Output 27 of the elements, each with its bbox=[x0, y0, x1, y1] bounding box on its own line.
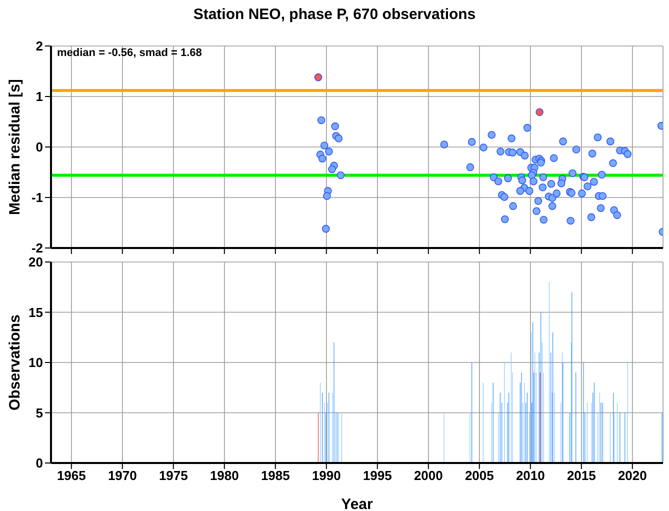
x-tick-label: 2005 bbox=[464, 468, 494, 484]
y-tick-label: -2 bbox=[31, 240, 43, 256]
y-tick-label: -1 bbox=[31, 190, 43, 206]
x-tick-label: 1990 bbox=[312, 468, 341, 484]
y-axis-title: Median residual [s] bbox=[6, 79, 24, 215]
x-tick-label: 2015 bbox=[566, 468, 596, 484]
y-tick-label: 20 bbox=[28, 254, 43, 270]
y-tick-label: 0 bbox=[36, 456, 43, 471]
x-tick-label: 1970 bbox=[108, 468, 137, 484]
y-tick-label: 5 bbox=[36, 405, 43, 420]
y-tick-label: 2 bbox=[36, 38, 43, 54]
y-tick-label: 0 bbox=[36, 140, 43, 155]
y-tick-label: 15 bbox=[28, 304, 43, 320]
x-tick-label: 2010 bbox=[516, 468, 545, 484]
x-tick-label: 1980 bbox=[210, 468, 239, 484]
x-tick-label: 1995 bbox=[362, 468, 392, 484]
x-tick-label: 2000 bbox=[414, 468, 443, 484]
x-tick-label: 2020 bbox=[618, 468, 647, 484]
annotation: median = -0.56, smad = 1.68 bbox=[57, 47, 202, 59]
chart-title: Station NEO, phase P, 670 observations bbox=[192, 6, 477, 23]
y-axis-title: Observations bbox=[6, 314, 24, 410]
y-tick-label: 1 bbox=[36, 89, 43, 104]
y-tick-label: 10 bbox=[28, 355, 43, 370]
x-tick-label: 1965 bbox=[56, 468, 86, 484]
x-tick-label: 1975 bbox=[158, 468, 188, 484]
x-axis-title: Year bbox=[341, 496, 374, 511]
x-tick-label: 1985 bbox=[260, 468, 290, 484]
